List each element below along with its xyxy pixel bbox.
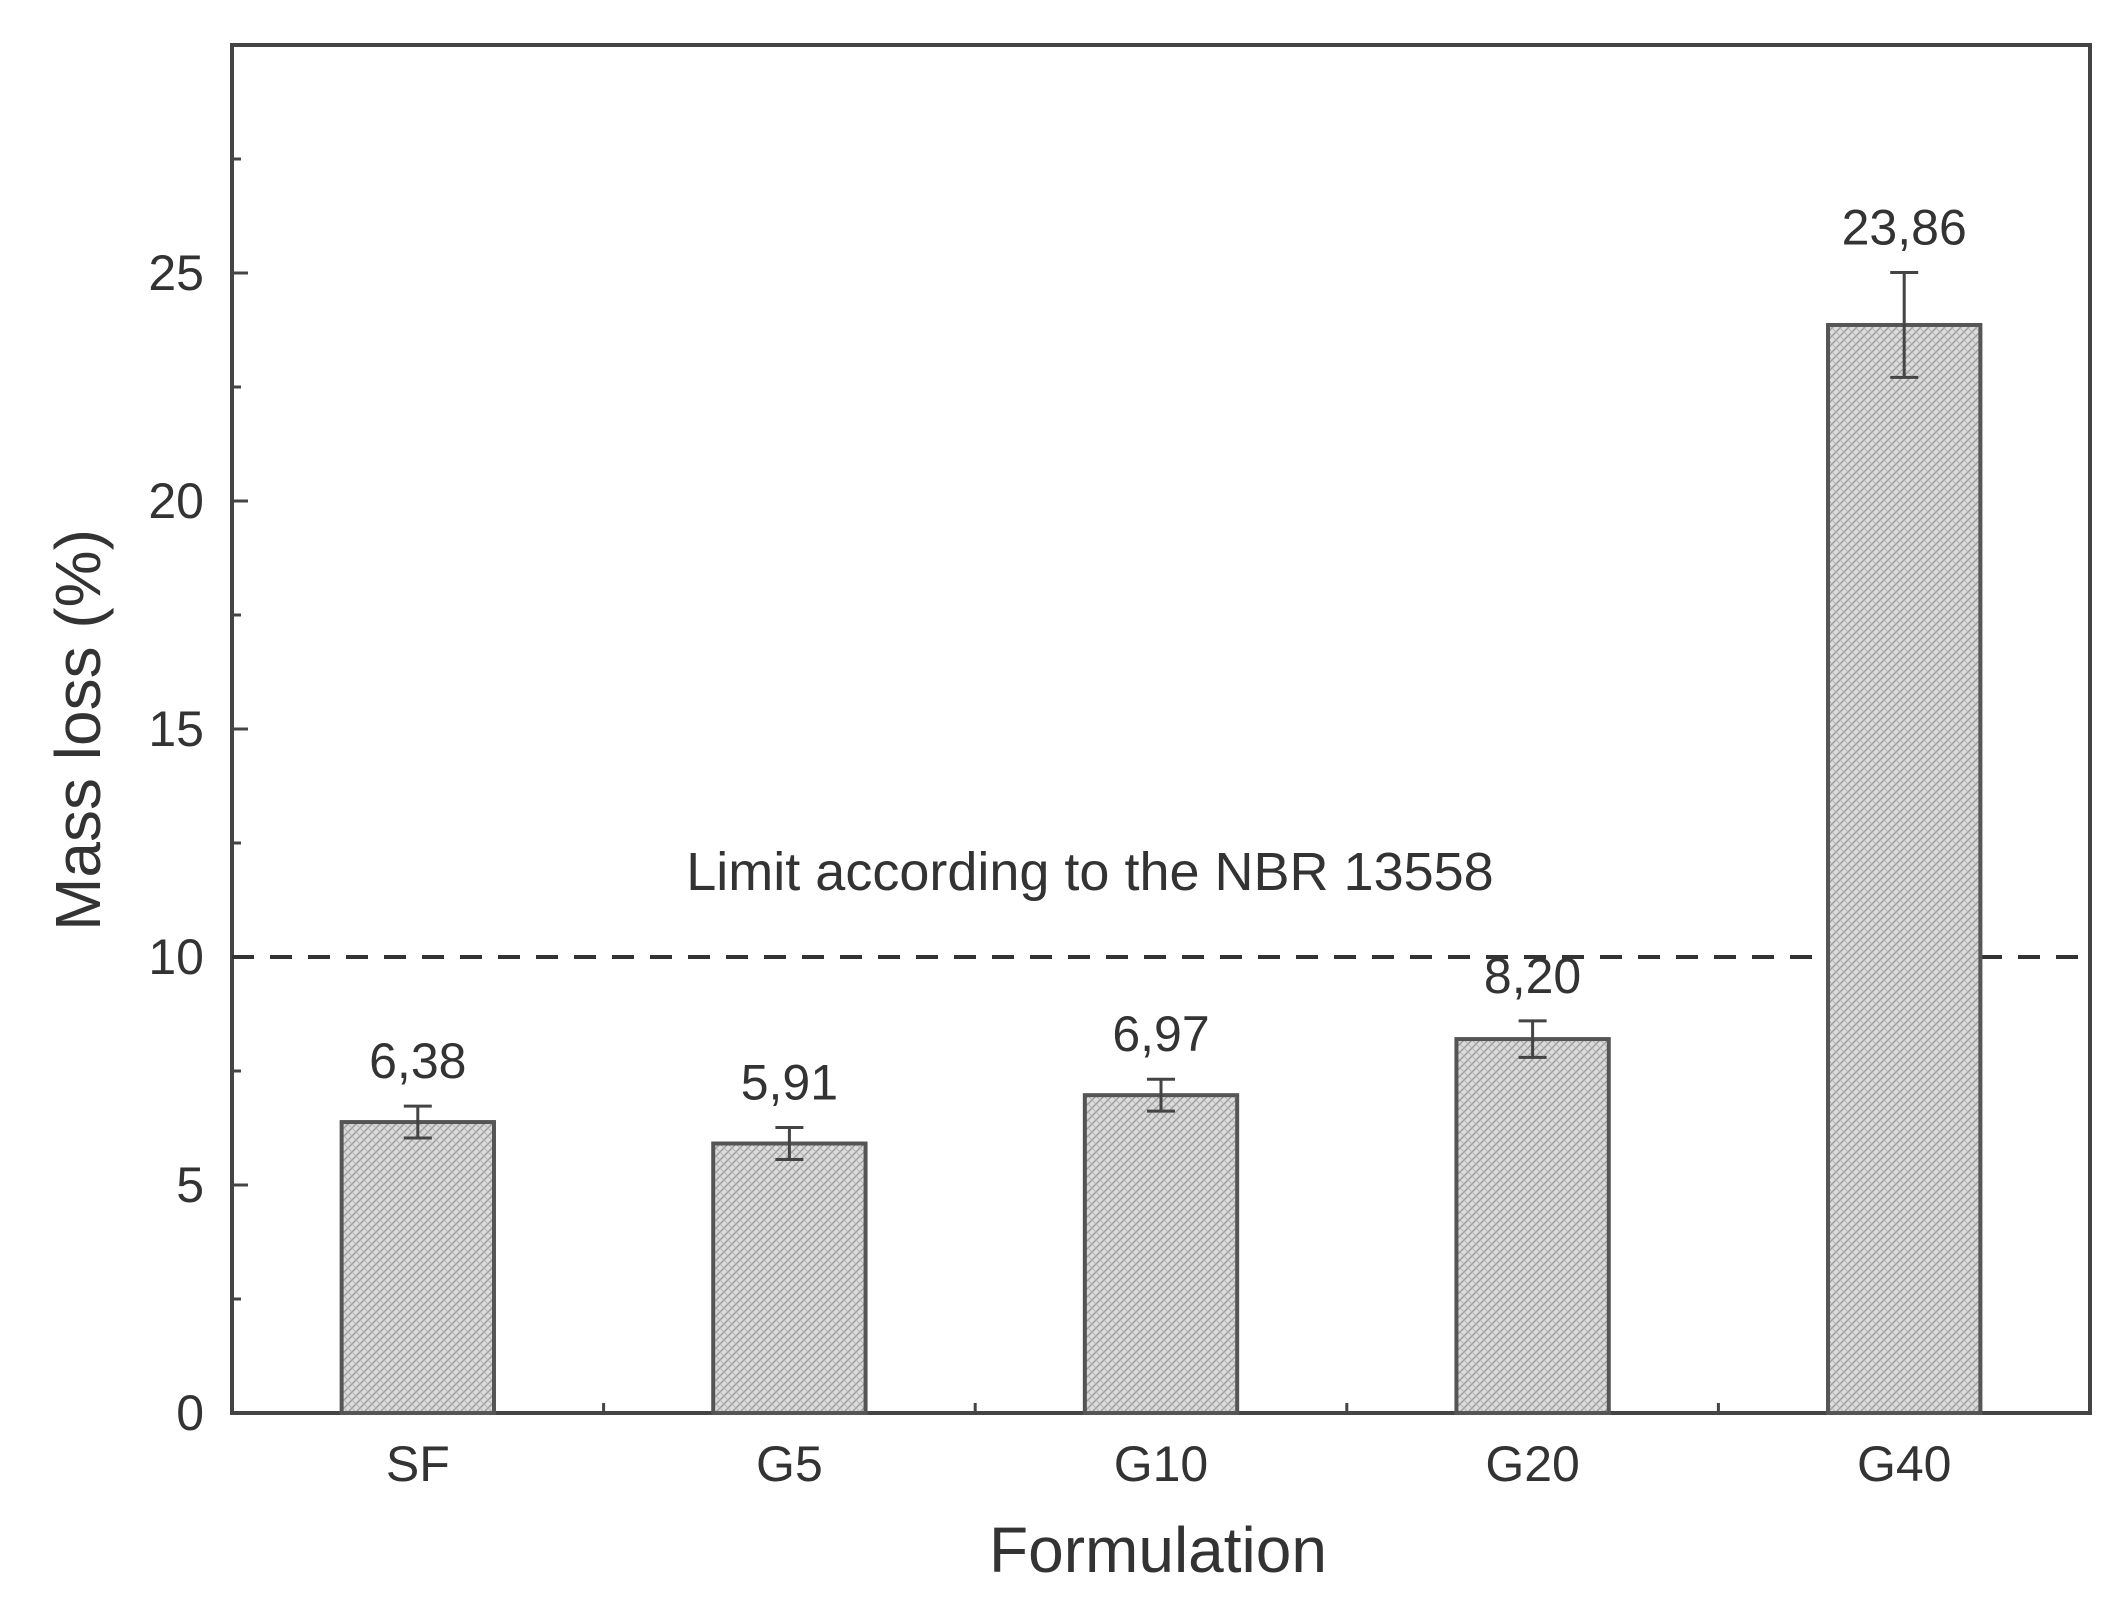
- y-tick-label: 20: [148, 473, 204, 529]
- x-tick-label: G5: [756, 1436, 823, 1492]
- reference-line-label: Limit according to the NBR 13558: [686, 842, 1493, 902]
- data-label: 8,20: [1484, 948, 1581, 1004]
- y-tick-label: 25: [148, 245, 204, 301]
- data-label: 5,91: [741, 1055, 838, 1111]
- x-tick-label: G20: [1485, 1436, 1580, 1492]
- data-label: 6,38: [369, 1033, 466, 1089]
- bar-g20: [1454, 1037, 1611, 1415]
- data-label: 6,97: [1112, 1006, 1209, 1062]
- y-tick-label: 0: [176, 1385, 204, 1441]
- bar-g40: [1826, 322, 1983, 1415]
- y-tick-label: 10: [148, 929, 204, 985]
- x-tick-label: G10: [1114, 1436, 1209, 1492]
- data-label: 23,86: [1842, 200, 1967, 256]
- y-tick-label: 15: [148, 701, 204, 757]
- bar-sf: [339, 1120, 496, 1416]
- x-axis-title: Formulation: [989, 1514, 1327, 1586]
- x-tick-label: G40: [1857, 1436, 1952, 1492]
- x-tick-label: SF: [386, 1436, 450, 1492]
- y-axis-title: Mass loss (%): [42, 529, 114, 931]
- bar-g5: [711, 1141, 868, 1416]
- bar-g10: [1082, 1093, 1240, 1415]
- y-tick-label: 5: [176, 1157, 204, 1213]
